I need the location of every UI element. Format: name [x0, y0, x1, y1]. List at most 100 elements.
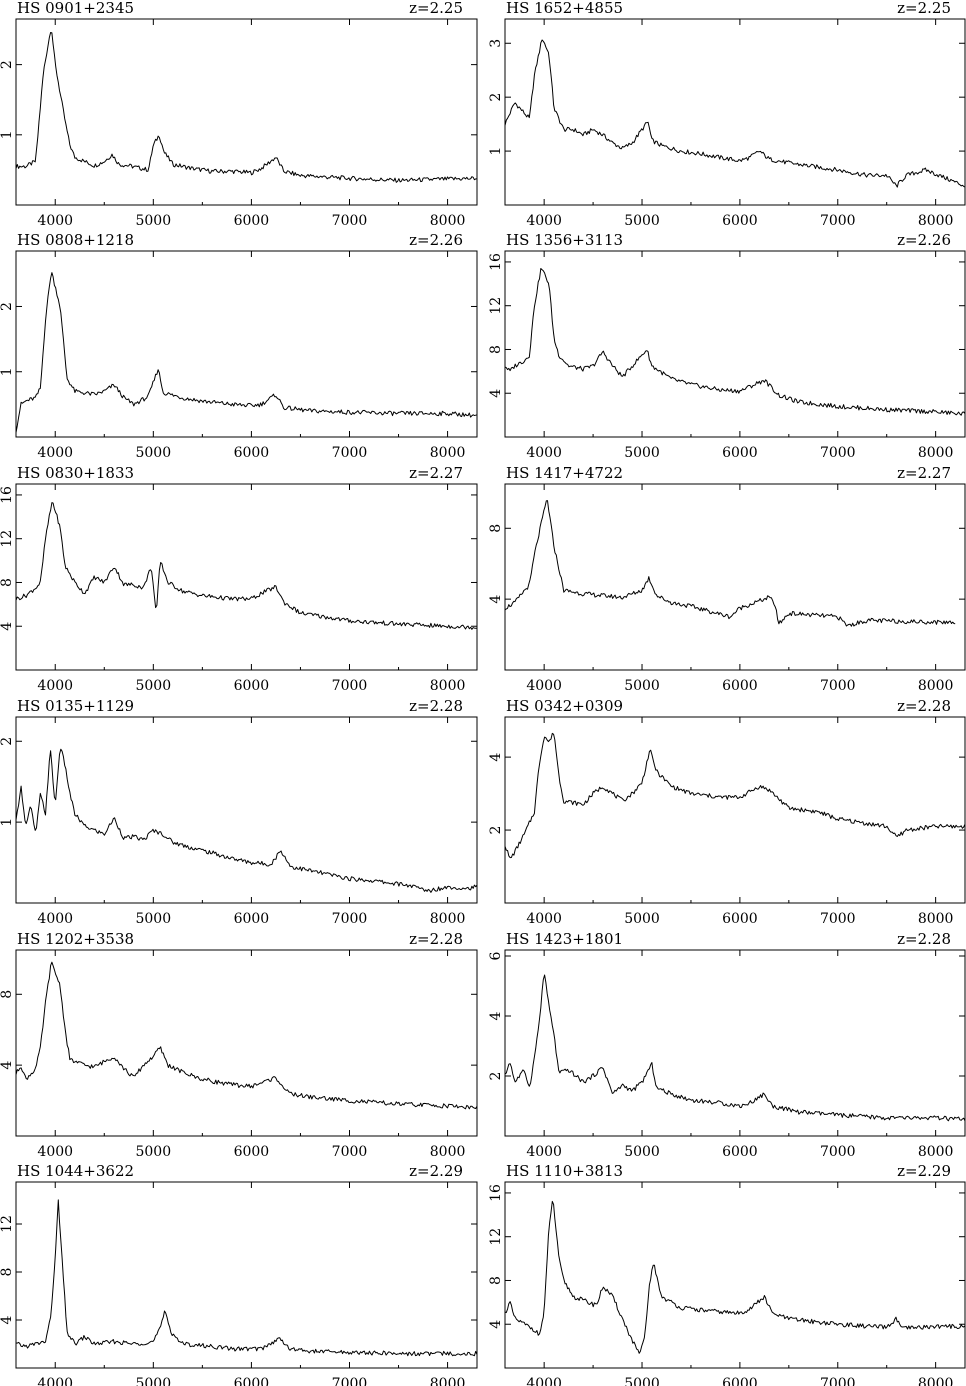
- spectrum-panel: HS 1652+4855 z=2.25 4000 5000 6000 7000 8000 1 2…: [488, 0, 966, 229]
- plot-frame: [15, 1181, 478, 1369]
- x-tick-label: 8000: [430, 678, 466, 694]
- redshift-label: z=2.26: [897, 231, 951, 249]
- x-tick-label: 6000: [234, 1376, 270, 1386]
- y-tick-label: 12: [0, 1215, 15, 1233]
- x-tick-label: 6000: [234, 1144, 270, 1160]
- x-tick-label: 7000: [820, 678, 856, 694]
- redshift-label: z=2.27: [409, 464, 463, 482]
- spectrum-panel: HS 1202+3538 z=2.28 4000 5000 6000 7000 8000 4 8: [0, 930, 478, 1160]
- y-tick-label: 12: [0, 530, 15, 548]
- y-tick-label: 2: [488, 826, 504, 835]
- spectrum-panel: HS 0808+1218 z=2.26 4000 5000 6000 7000 8000 1 2: [0, 231, 478, 461]
- x-tick-label: 5000: [624, 678, 660, 694]
- y-tick-label: 2: [488, 1072, 504, 1081]
- x-tick-label: 4000: [526, 1376, 562, 1386]
- spectrum-panel: HS 1110+3813 z=2.29 4000 5000 6000 7000 8000 4 8…: [488, 1162, 966, 1386]
- panel-title: HS 0808+1218: [17, 231, 134, 249]
- y-tick-label: 16: [0, 486, 15, 504]
- y-tick-label: 2: [488, 93, 504, 102]
- x-tick-label: 4000: [526, 213, 562, 229]
- x-tick-label: 5000: [624, 445, 660, 461]
- x-tick-label: 4000: [526, 678, 562, 694]
- y-tick-label: 16: [488, 1184, 504, 1202]
- x-tick-label: 6000: [722, 911, 758, 927]
- plot-frame: [504, 716, 966, 904]
- spectrum-panel: HS 0901+2345 z=2.25 4000 5000 6000 7000 8000 1 2: [0, 0, 478, 229]
- y-tick-label: 2: [0, 737, 15, 746]
- x-tick-label: 4000: [37, 1144, 73, 1160]
- x-tick-label: 8000: [430, 1144, 466, 1160]
- redshift-label: z=2.29: [897, 1162, 951, 1180]
- y-tick-label: 1: [0, 818, 15, 827]
- y-tick-label: 1: [0, 367, 15, 376]
- spectrum-line: [15, 502, 478, 630]
- x-tick-label: 7000: [820, 445, 856, 461]
- spectrum-line: [504, 500, 956, 627]
- spectrum-panel: HS 1356+3113 z=2.26 4000 5000 6000 7000 8000 4 8…: [488, 231, 966, 461]
- x-tick-label: 5000: [135, 213, 171, 229]
- x-tick-label: 7000: [820, 213, 856, 229]
- x-tick-label: 6000: [234, 678, 270, 694]
- x-tick-label: 8000: [918, 911, 954, 927]
- redshift-label: z=2.28: [897, 930, 951, 948]
- x-tick-label: 4000: [526, 911, 562, 927]
- x-tick-label: 7000: [820, 1144, 856, 1160]
- y-tick-label: 4: [488, 1011, 504, 1020]
- y-tick-label: 4: [0, 622, 15, 631]
- x-tick-label: 5000: [624, 1376, 660, 1386]
- x-tick-label: 6000: [722, 445, 758, 461]
- x-tick-label: 4000: [37, 445, 73, 461]
- y-tick-label: 8: [488, 524, 504, 533]
- y-tick-label: 2: [0, 302, 15, 311]
- y-tick-label: 4: [0, 1061, 15, 1070]
- y-tick-label: 4: [488, 753, 504, 762]
- plot-frame: [15, 18, 478, 206]
- x-tick-label: 8000: [430, 1376, 466, 1386]
- plot-frame: [15, 483, 478, 671]
- y-tick-label: 1: [488, 147, 504, 156]
- spectrum-line: [504, 1200, 966, 1354]
- panel-title: HS 0830+1833: [17, 464, 134, 482]
- plot-frame: [15, 716, 478, 904]
- x-tick-label: 8000: [918, 1144, 954, 1160]
- x-tick-label: 8000: [430, 213, 466, 229]
- y-tick-label: 12: [488, 1228, 504, 1246]
- spectrum-line: [15, 748, 478, 893]
- y-tick-label: 12: [488, 297, 504, 315]
- spectrum-panel: HS 0135+1129 z=2.28 4000 5000 6000 7000 8000 1 2: [0, 697, 478, 927]
- redshift-label: z=2.28: [409, 697, 463, 715]
- spectrum-line: [15, 32, 477, 183]
- spectrum-line: [15, 272, 478, 433]
- plot-frame: [504, 483, 966, 671]
- x-tick-label: 7000: [820, 911, 856, 927]
- x-tick-label: 6000: [722, 213, 758, 229]
- spectrum-line: [504, 732, 966, 859]
- spectrum-panel: HS 1044+3622 z=2.29 4000 5000 6000 7000 8000 4 8…: [0, 1162, 478, 1386]
- x-tick-label: 7000: [332, 911, 368, 927]
- spectrum-line: [504, 39, 966, 188]
- panel-title: HS 1202+3538: [17, 930, 134, 948]
- x-tick-label: 7000: [820, 1376, 856, 1386]
- y-tick-label: 4: [488, 1320, 504, 1329]
- spectrum-panel: HS 1423+1801 z=2.28 4000 5000 6000 7000 8000 2 4…: [488, 930, 966, 1160]
- x-tick-label: 4000: [526, 445, 562, 461]
- x-tick-label: 8000: [430, 445, 466, 461]
- x-tick-label: 4000: [37, 911, 73, 927]
- x-tick-label: 5000: [624, 1144, 660, 1160]
- x-tick-label: 6000: [722, 1376, 758, 1386]
- x-tick-label: 7000: [332, 678, 368, 694]
- x-tick-label: 4000: [526, 1144, 562, 1160]
- x-tick-label: 5000: [135, 911, 171, 927]
- panel-title: HS 1652+4855: [506, 0, 623, 17]
- x-tick-label: 4000: [37, 678, 73, 694]
- y-tick-label: 1: [0, 130, 15, 139]
- x-tick-label: 5000: [624, 213, 660, 229]
- x-tick-label: 5000: [135, 445, 171, 461]
- x-tick-label: 7000: [332, 1376, 368, 1386]
- x-tick-label: 5000: [135, 1144, 171, 1160]
- y-tick-label: 3: [488, 39, 504, 48]
- spectrum-panel: HS 0342+0309 z=2.28 4000 5000 6000 7000 8000 2 4: [488, 697, 966, 927]
- redshift-label: z=2.25: [409, 0, 463, 17]
- x-tick-label: 7000: [332, 445, 368, 461]
- x-tick-label: 5000: [135, 1376, 171, 1386]
